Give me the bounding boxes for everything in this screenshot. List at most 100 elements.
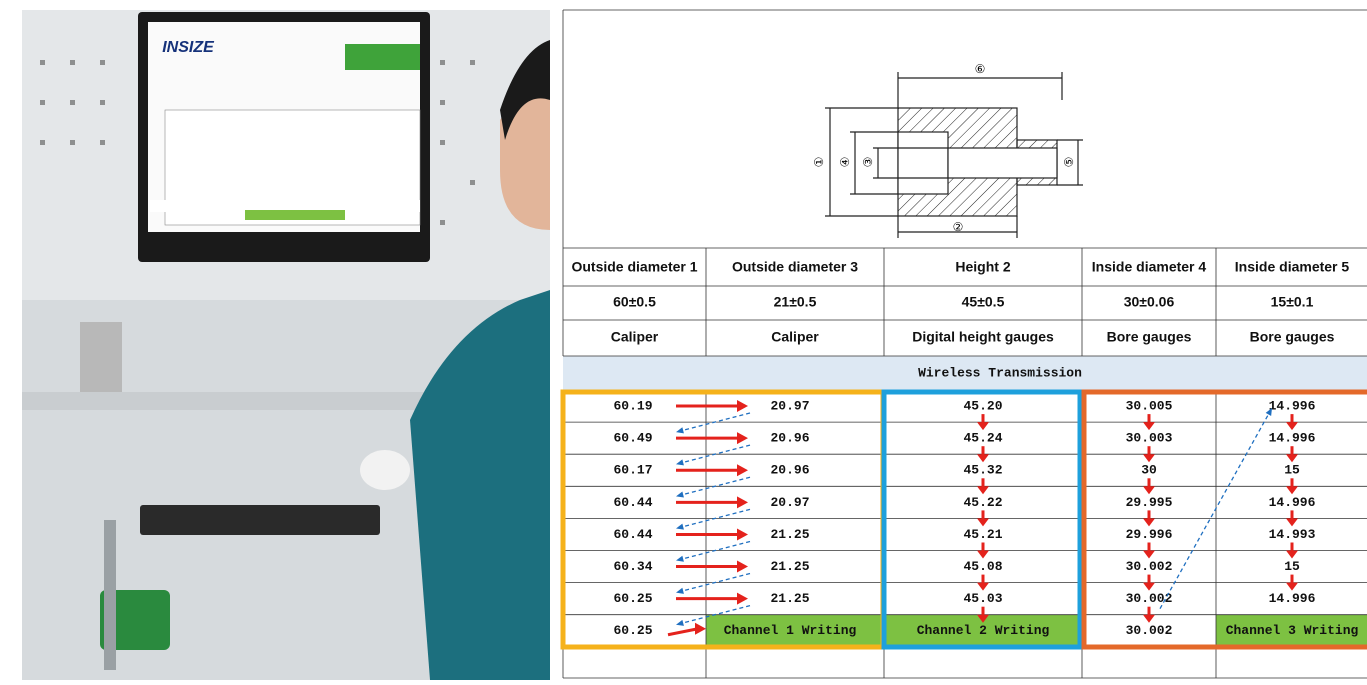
flow-arrow-head [737,464,748,477]
data-cell: Channel 3 Writing [1226,623,1359,638]
flow-arrow-head [977,422,989,431]
return-arrow [675,572,751,594]
data-cell: 30.002 [1126,559,1173,574]
flow-arrow-head [1286,518,1298,527]
data-cell: 30.002 [1126,623,1173,638]
data-cell: 14.993 [1269,527,1316,542]
return-arrow-head [676,459,684,466]
return-arrow-head [676,619,684,626]
data-cell: 45.32 [963,463,1002,478]
dimension-label: ② [953,220,964,234]
flow-arrow-head [977,486,989,495]
data-cell: 20.96 [770,463,809,478]
flow-arrow-head [1143,582,1155,591]
data-cell: 21.25 [770,591,809,606]
data-cell: 14.996 [1269,495,1316,510]
section-row [563,356,1367,390]
data-cell: 20.96 [770,431,809,446]
spec-cell: 30±0.06 [1124,294,1175,310]
flow-arrow-head [737,400,748,413]
data-cell: Channel 2 Writing [917,623,1050,638]
spec-cell: Caliper [611,329,659,345]
flow-arrow-head [1143,550,1155,559]
spec-cell: Bore gauges [1107,329,1192,345]
spec-cell: 15±0.1 [1271,294,1314,310]
data-cell: 60.44 [613,527,652,542]
photo: INSIZE [22,10,550,680]
flow-arrow [667,627,699,637]
flow-arrow-head [737,560,748,573]
flow-arrow-head [1286,486,1298,495]
spec-cell: Digital height gauges [912,329,1054,345]
flow-arrow-head [977,550,989,559]
return-arrow-head [676,587,684,594]
spec-cell: Caliper [771,329,819,345]
return-arrow-head [676,491,684,498]
data-cell: 45.22 [963,495,1002,510]
logo: INSIZE [162,39,215,56]
data-cell: 45.03 [963,591,1002,606]
return-arrow-head [676,555,684,562]
channel-cell [1216,614,1367,647]
data-cell: 60.19 [613,398,652,413]
header-cell: Height 2 [955,259,1010,275]
data-cell: Channel 1 Writing [724,623,857,638]
table: Outside diameter 1 Outside diameter 3 Heig… [560,9,1367,679]
group-frame [560,389,886,650]
data-cell: 21.25 [770,559,809,574]
header-cell: Outside diameter 1 [571,259,697,275]
data-cell: 60.25 [613,623,652,638]
data-cell: 30.002 [1126,591,1173,606]
flow-arrow-head [977,518,989,527]
data-cell: 15 [1284,463,1300,478]
spec-cell: 21±0.5 [774,294,817,310]
group-frame [881,389,1083,650]
dimension-label: ⑥ [975,62,986,76]
data-cell: 30.005 [1126,398,1173,413]
return-arrow [675,444,751,465]
technical-drawing [825,72,1083,238]
flow-arrow-head [977,614,989,623]
flow-arrow-head [737,496,748,509]
data-cell: 14.996 [1269,431,1316,446]
data-cell: 60.44 [613,495,652,510]
return-arrow [675,508,751,530]
flow-arrow-head [1143,518,1155,527]
header-cell: Inside diameter 5 [1235,259,1350,275]
flow-arrow-head [695,622,706,635]
data-cell: 60.25 [613,591,652,606]
header-cell: Outside diameter 3 [732,259,858,275]
flow-arrow-head [737,592,748,605]
data-cell: 20.97 [770,495,809,510]
flow-arrow-head [737,432,748,445]
return-arrow [675,412,751,433]
flow-arrow-head [1143,614,1155,623]
group-frame [1081,389,1367,650]
return-arrow-head [676,523,684,530]
flow-arrow-head [1286,454,1298,463]
flow-arrow-head [1286,582,1298,591]
flow-arrow-head [977,582,989,591]
data-cell: 29.995 [1126,495,1173,510]
flow-arrow-head [1143,486,1155,495]
flow-arrow-head [1143,454,1155,463]
return-arrow [1159,407,1273,610]
data-cell: 60.49 [613,431,652,446]
return-arrow [675,605,751,626]
data-cell: 45.21 [963,527,1002,542]
flow-arrow-head [1286,422,1298,431]
header-cell: Inside diameter 4 [1092,259,1207,275]
spec-cell: 60±0.5 [613,294,656,310]
flow-arrow-head [737,528,748,541]
flow-arrow-head [977,454,989,463]
flow-arrow-head [1286,550,1298,559]
return-arrow [675,540,751,562]
return-arrow-head [676,427,684,434]
data-cell: 30 [1141,463,1157,478]
spec-cell: Bore gauges [1250,329,1335,345]
data-cell: 60.34 [613,559,652,574]
flow-arrow-head [1143,422,1155,431]
spec-cell: 45±0.5 [962,294,1005,310]
data-cell: 45.20 [963,398,1002,413]
